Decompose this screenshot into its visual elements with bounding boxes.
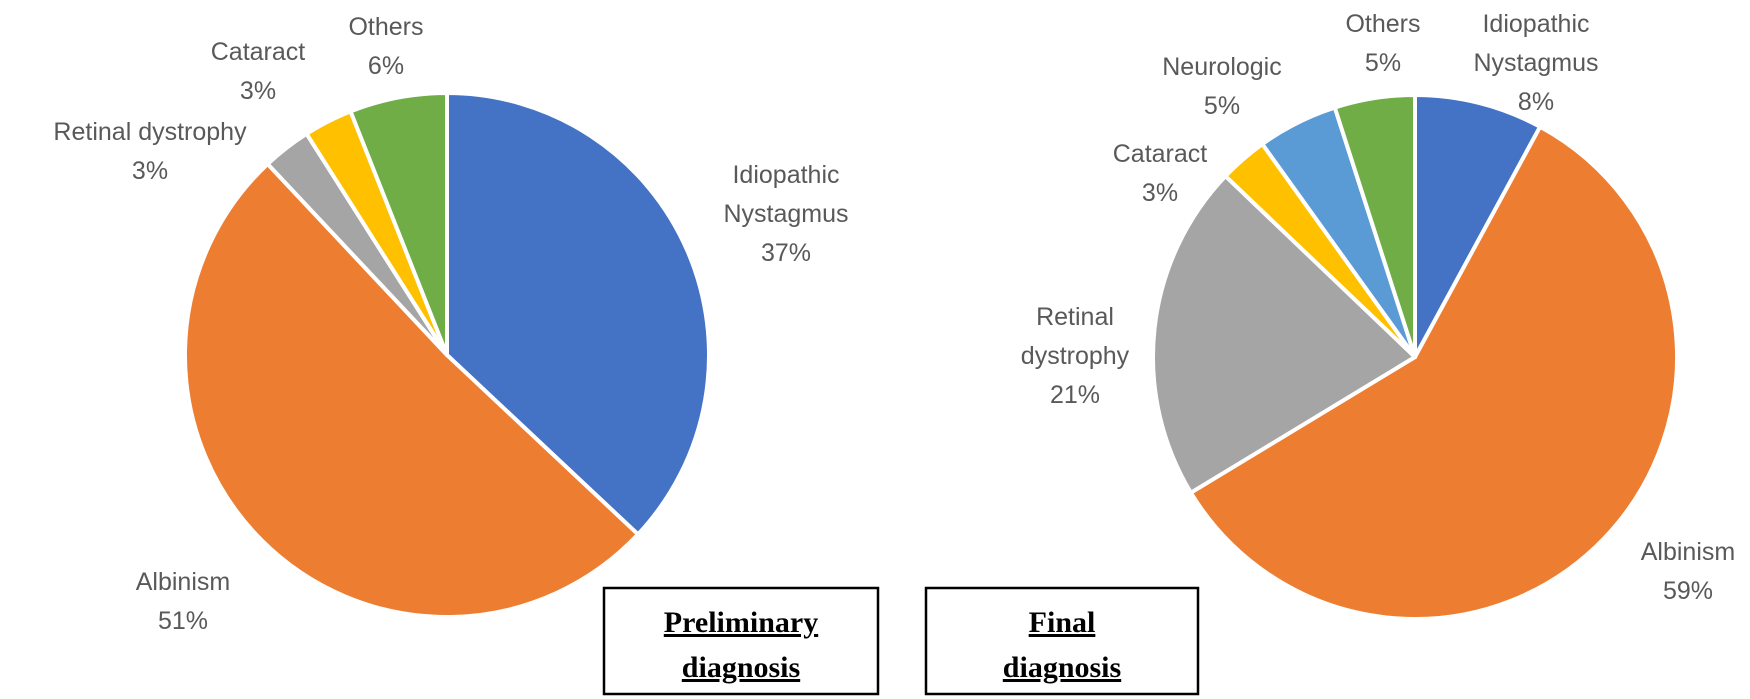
preliminary-diagnosis-pie: Idiopathic Nystagmus 37% Albinism 51% Retinal… <box>53 13 848 635</box>
slice-percent: 6% <box>368 52 404 80</box>
slice-percent: 8% <box>1518 88 1554 116</box>
slice-percent: 37% <box>761 239 811 267</box>
slice-name: Nystagmus <box>1473 49 1598 77</box>
slice-percent: 5% <box>1204 92 1240 120</box>
slice-percent: 3% <box>132 157 168 185</box>
preliminary-title-line-2: diagnosis <box>682 651 800 684</box>
data-label-albinism: Albinism 59% <box>1641 538 1735 605</box>
slice-name: Neurologic <box>1162 53 1282 81</box>
data-label-albinism: Albinism 51% <box>136 568 230 635</box>
pie-slice-retinal-dystrophy <box>1151 174 1417 495</box>
data-label-cataract: Cataract 3% <box>211 38 306 105</box>
slice-percent: 21% <box>1050 381 1100 409</box>
slice-percent: 3% <box>1142 179 1178 207</box>
slice-percent: 3% <box>240 77 276 105</box>
final-title-line-2: diagnosis <box>1003 651 1121 684</box>
final-title-line-1: Final <box>1029 606 1096 639</box>
slice-name: Cataract <box>211 38 306 66</box>
slice-name: dystrophy <box>1021 342 1130 370</box>
slice-name: Others <box>1345 10 1420 38</box>
slice-name: Nystagmus <box>723 200 848 228</box>
slice-percent: 51% <box>158 607 208 635</box>
preliminary-diagnosis-title-box: Preliminary diagnosis <box>602 586 880 696</box>
pie-slice-albinism <box>1188 124 1679 621</box>
data-label-retinal-dystrophy: Retinal dystrophy 21% <box>1021 303 1130 409</box>
data-label-idiopathic-nystagmus: Idiopathic Nystagmus 8% <box>1473 10 1598 116</box>
slice-name: Albinism <box>1641 538 1735 566</box>
pie-slice-albinism <box>182 162 640 620</box>
slice-percent: 59% <box>1663 577 1713 605</box>
slice-name: Retinal <box>1036 303 1114 331</box>
slice-name: Idiopathic <box>732 161 839 189</box>
pie-slice-others <box>348 91 449 357</box>
data-label-neurologic: Neurologic 5% <box>1162 53 1282 120</box>
slice-name: Others <box>348 13 423 41</box>
slice-percent: 5% <box>1365 49 1401 77</box>
slice-name: Cataract <box>1113 140 1208 168</box>
preliminary-title-line-1: Preliminary <box>664 606 818 639</box>
pie-slice-idiopathic-nystagmus <box>1413 93 1543 359</box>
final-diagnosis-pie: Idiopathic Nystagmus 8% Albinism 59% Retinal d… <box>1021 10 1735 621</box>
pie-slice-idiopathic-nystagmus <box>445 91 711 537</box>
data-label-cataract: Cataract 3% <box>1113 140 1208 207</box>
final-diagnosis-title-box: Final diagnosis <box>924 586 1200 696</box>
data-label-retinal-dystrophy: Retinal dystrophy 3% <box>53 118 247 185</box>
data-label-idiopathic-nystagmus: Idiopathic Nystagmus 37% <box>723 161 848 267</box>
data-label-others: Others 6% <box>348 13 423 80</box>
pie-slice-others <box>1332 93 1417 359</box>
slice-name: Idiopathic <box>1482 10 1589 38</box>
slice-name: Retinal dystrophy <box>53 118 247 146</box>
data-label-others: Others 5% <box>1345 10 1420 77</box>
slice-name: Albinism <box>136 568 230 596</box>
